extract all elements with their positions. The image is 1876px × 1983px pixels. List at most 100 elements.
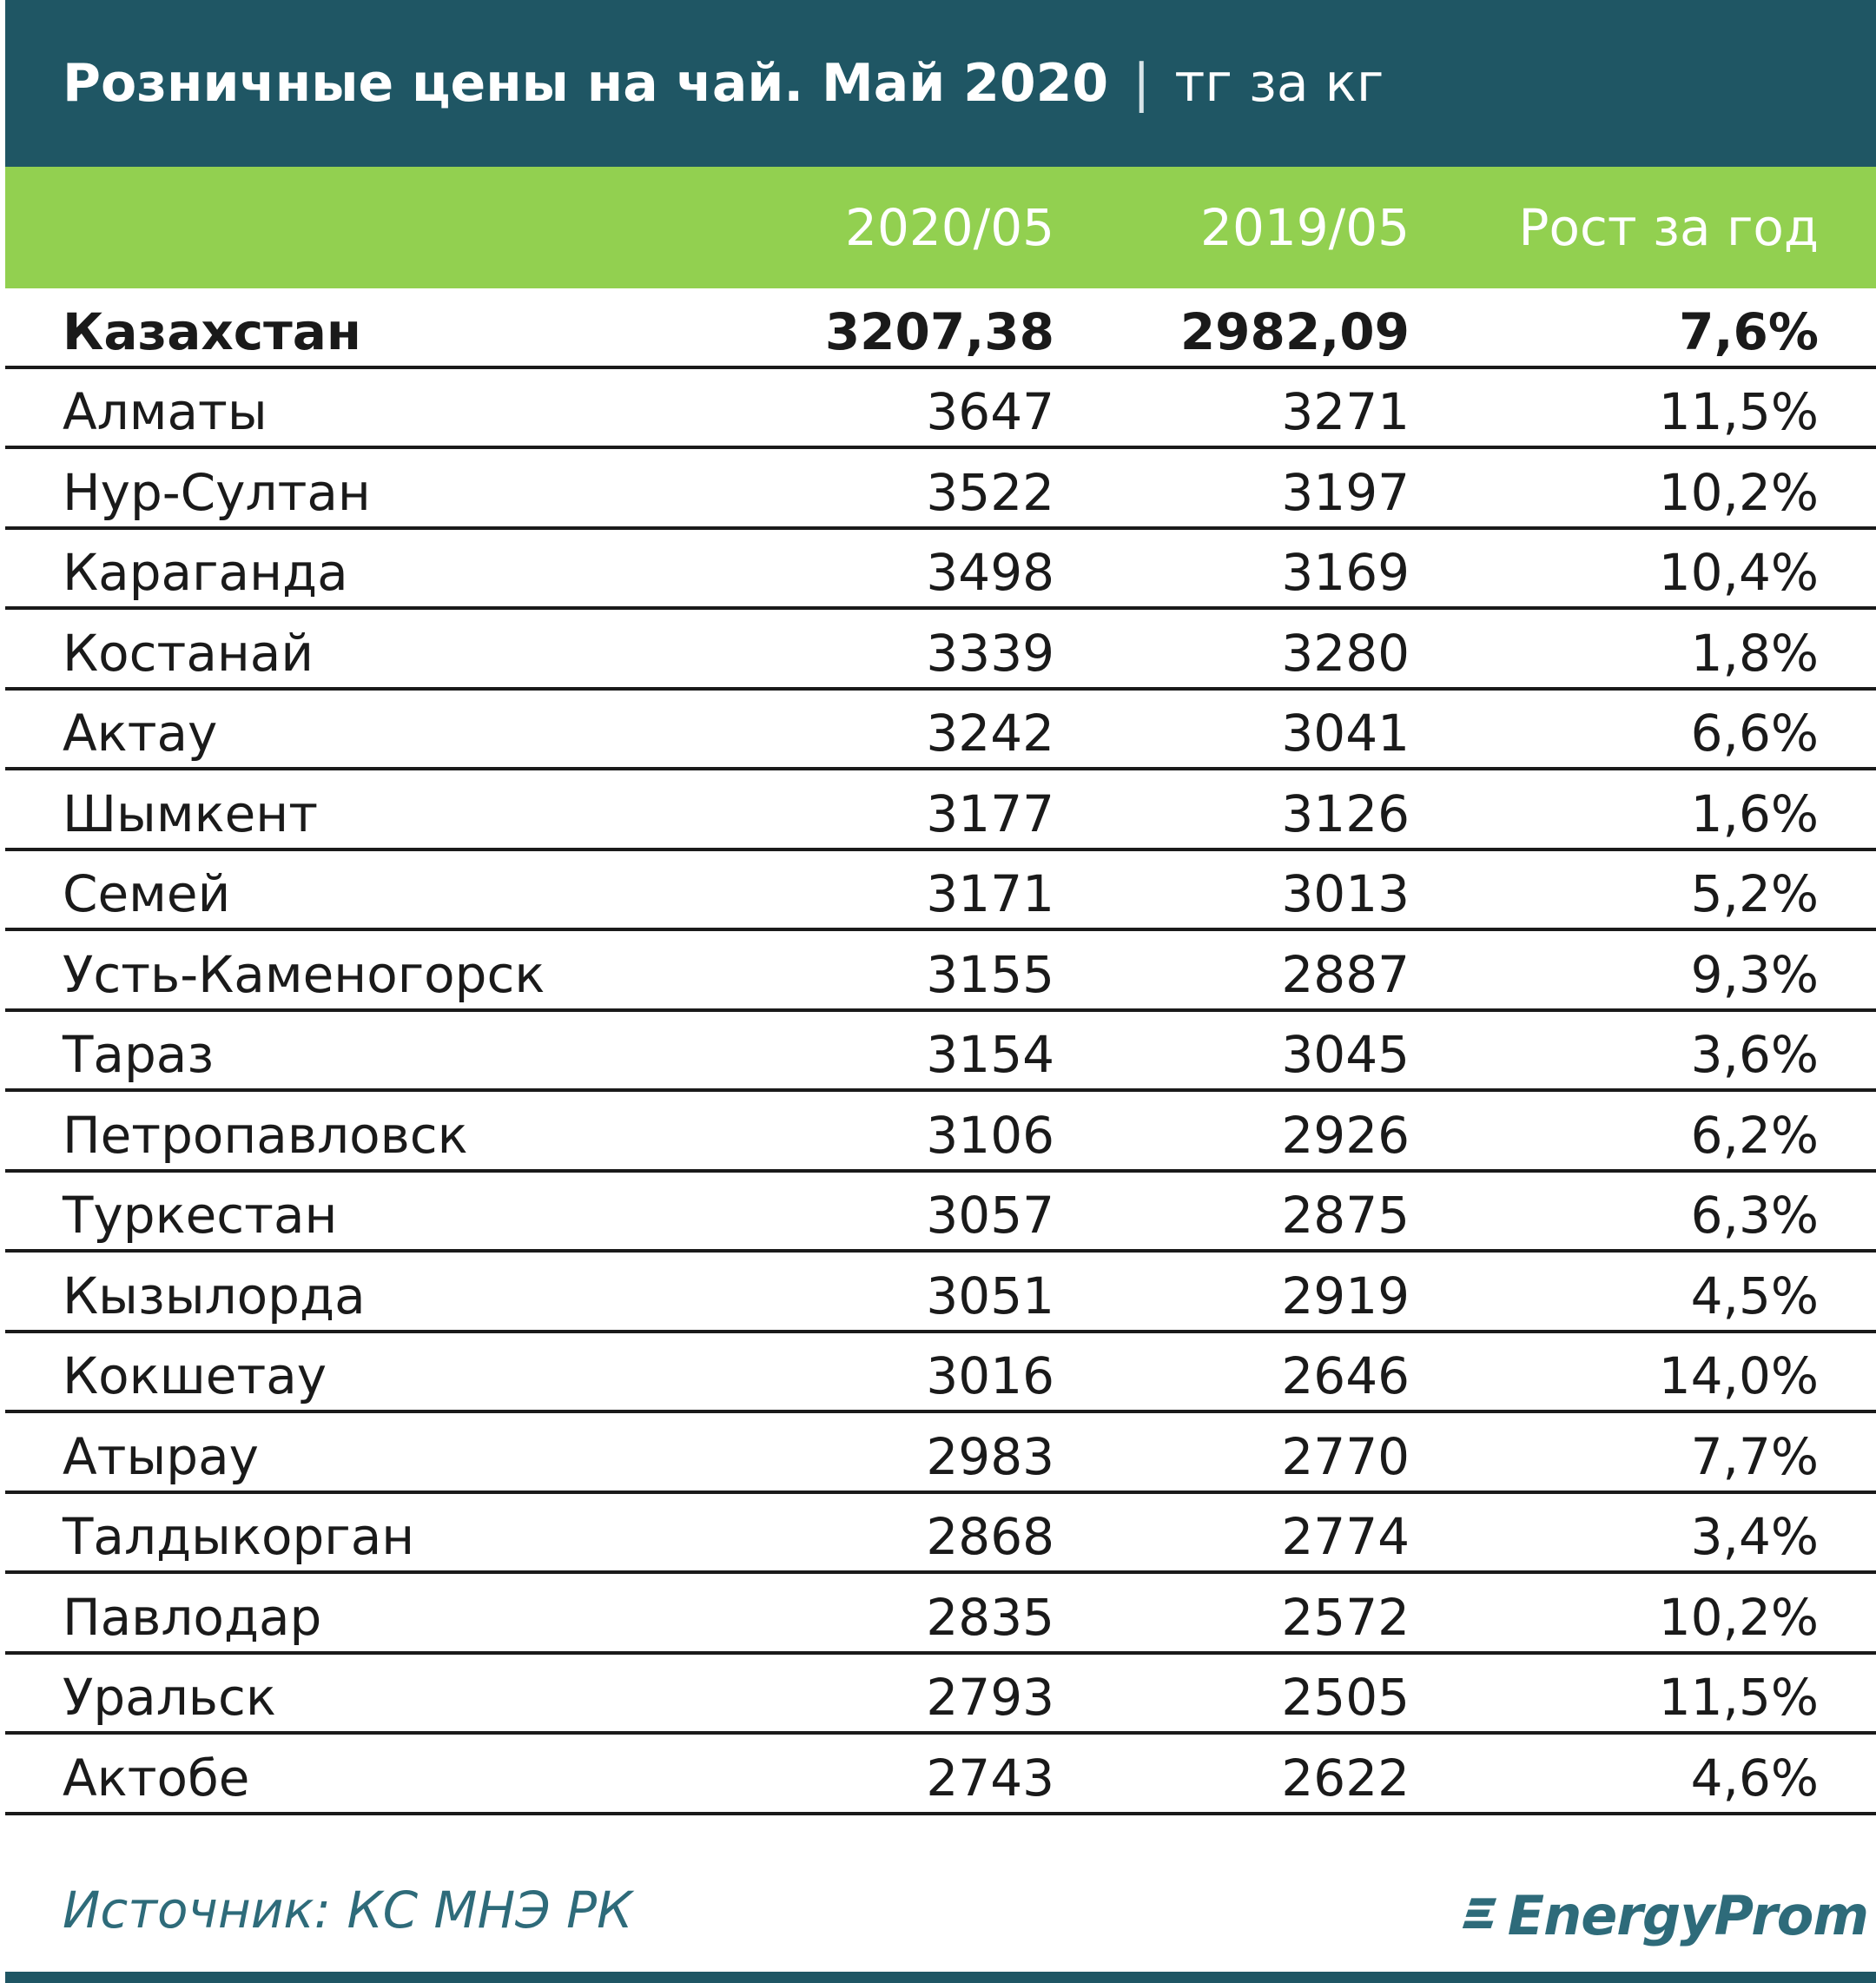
footer: Источник: КС МНЭ РК EnergyProm <box>5 1850 1876 1972</box>
region-name: Петропавловск <box>63 1105 468 1165</box>
value-growth: 11,5% <box>1658 382 1819 441</box>
value-2019-05: 2919 <box>1281 1266 1410 1325</box>
region-name: Шымкент <box>63 783 318 843</box>
table-row: Кокшетау 3016 2646 14,0% <box>5 1333 1876 1413</box>
value-2020-05: 3051 <box>926 1266 1054 1325</box>
region-name: Уральск <box>63 1668 276 1727</box>
table-header-row: 2020/05 2019/05 Рост за год <box>5 167 1876 288</box>
region-name: Кокшетау <box>63 1346 327 1405</box>
value-2020-05: 3498 <box>926 543 1054 602</box>
value-2019-05: 2887 <box>1281 944 1410 1004</box>
value-2019-05: 3280 <box>1281 623 1410 683</box>
value-growth: 10,2% <box>1658 1587 1819 1647</box>
value-growth: 6,6% <box>1690 704 1819 763</box>
value-2020-05: 2743 <box>926 1748 1054 1808</box>
value-2019-05: 2572 <box>1281 1587 1410 1647</box>
region-name: Атырау <box>63 1426 259 1486</box>
region-name: Нур-Султан <box>63 462 371 522</box>
region-name: Усть-Каменогорск <box>63 944 545 1004</box>
region-name: Казахстан <box>63 301 362 361</box>
title-bar: Розничные цены на чай. Май 2020 | тг за … <box>5 0 1876 167</box>
value-growth: 1,8% <box>1690 623 1819 683</box>
region-name: Актау <box>63 704 218 763</box>
table-row: Семей 3171 3013 5,2% <box>5 851 1876 931</box>
table-row: Актобе 2743 2622 4,6% <box>5 1735 1876 1815</box>
table-title: Розничные цены на чай. Май 2020 <box>63 53 1109 114</box>
table-row: Павлодар 2835 2572 10,2% <box>5 1574 1876 1655</box>
value-2019-05: 2770 <box>1281 1426 1410 1486</box>
table-row: Костанай 3339 3280 1,8% <box>5 610 1876 691</box>
value-2020-05: 2868 <box>926 1507 1054 1566</box>
value-2019-05: 2505 <box>1281 1668 1410 1727</box>
table-row: Атырау 2983 2770 7,7% <box>5 1413 1876 1494</box>
value-growth: 9,3% <box>1690 944 1819 1004</box>
value-2020-05: 3177 <box>926 783 1054 843</box>
value-2020-05: 2835 <box>926 1587 1054 1647</box>
value-2019-05: 2875 <box>1281 1186 1410 1245</box>
value-2020-05: 3522 <box>926 462 1054 522</box>
value-growth: 7,7% <box>1690 1426 1819 1486</box>
table-row: Актау 3242 3041 6,6% <box>5 691 1876 770</box>
value-growth: 11,5% <box>1658 1668 1819 1727</box>
region-name: Туркестан <box>63 1186 338 1245</box>
value-growth: 6,3% <box>1690 1186 1819 1245</box>
value-2019-05: 2982,09 <box>1179 301 1410 361</box>
table-row: Талдыкорган 2868 2774 3,4% <box>5 1494 1876 1574</box>
value-growth: 6,2% <box>1690 1105 1819 1165</box>
value-2019-05: 2646 <box>1281 1346 1410 1405</box>
value-2019-05: 2622 <box>1281 1748 1410 1808</box>
value-2020-05: 3207,38 <box>824 301 1054 361</box>
value-growth: 3,4% <box>1690 1507 1819 1566</box>
value-2020-05: 3171 <box>926 864 1054 923</box>
value-2019-05: 3271 <box>1281 382 1410 441</box>
value-2020-05: 3242 <box>926 704 1054 763</box>
value-2020-05: 3016 <box>926 1346 1054 1405</box>
table-row: Тараз 3154 3045 3,6% <box>5 1012 1876 1092</box>
energyprom-logo-icon <box>1462 1898 1497 1928</box>
value-2019-05: 3045 <box>1281 1025 1410 1084</box>
energyprom-logo-text: EnergyProm <box>1507 1883 1869 1947</box>
value-2019-05: 3197 <box>1281 462 1410 522</box>
table-row: Алматы 3647 3271 11,5% <box>5 369 1876 449</box>
region-name: Алматы <box>63 382 268 441</box>
value-2020-05: 3154 <box>926 1025 1054 1084</box>
table-row-total: Казахстан 3207,38 2982,09 7,6% <box>5 288 1876 369</box>
header-2020-05: 2020/05 <box>845 198 1054 257</box>
value-2020-05: 3647 <box>926 382 1054 441</box>
source-note: Источник: КС МНЭ РК <box>63 1881 633 1940</box>
value-2020-05: 2983 <box>926 1426 1054 1486</box>
value-2019-05: 3169 <box>1281 543 1410 602</box>
table-row: Уральск 2793 2505 11,5% <box>5 1655 1876 1735</box>
table-row: Нур-Султан 3522 3197 10,2% <box>5 449 1876 530</box>
value-2020-05: 3155 <box>926 944 1054 1004</box>
value-2020-05: 2793 <box>926 1668 1054 1727</box>
value-2020-05: 3057 <box>926 1186 1054 1245</box>
value-growth: 10,2% <box>1658 462 1819 522</box>
value-growth: 1,6% <box>1690 783 1819 843</box>
value-growth: 10,4% <box>1658 543 1819 602</box>
header-growth: Рост за год <box>1518 198 1819 257</box>
energyprom-logo: EnergyProm <box>1460 1867 1869 1963</box>
title-unit: тг за кг <box>1174 53 1384 114</box>
table-row: Туркестан 3057 2875 6,3% <box>5 1173 1876 1253</box>
price-table-card: Розничные цены на чай. Май 2020 | тг за … <box>5 0 1876 1983</box>
value-growth: 4,6% <box>1690 1748 1819 1808</box>
value-2019-05: 2774 <box>1281 1507 1410 1566</box>
title-separator: | <box>1133 53 1151 114</box>
table-body: Казахстан 3207,38 2982,09 7,6% Алматы 3647 327… <box>5 288 1876 1815</box>
header-2019-05: 2019/05 <box>1200 198 1410 257</box>
table-row: Кызылорда 3051 2919 4,5% <box>5 1253 1876 1333</box>
value-2020-05: 3106 <box>926 1105 1054 1165</box>
table-row: Шымкент 3177 3126 1,6% <box>5 770 1876 851</box>
value-growth: 5,2% <box>1690 864 1819 923</box>
region-name: Семей <box>63 864 231 923</box>
value-growth: 4,5% <box>1690 1266 1819 1325</box>
region-name: Тараз <box>63 1025 215 1084</box>
value-2019-05: 3041 <box>1281 704 1410 763</box>
value-2019-05: 2926 <box>1281 1105 1410 1165</box>
region-name: Костанай <box>63 623 314 683</box>
region-name: Актобе <box>63 1748 250 1808</box>
value-2019-05: 3126 <box>1281 783 1410 843</box>
region-name: Талдыкорган <box>63 1507 415 1566</box>
value-2019-05: 3013 <box>1281 864 1410 923</box>
